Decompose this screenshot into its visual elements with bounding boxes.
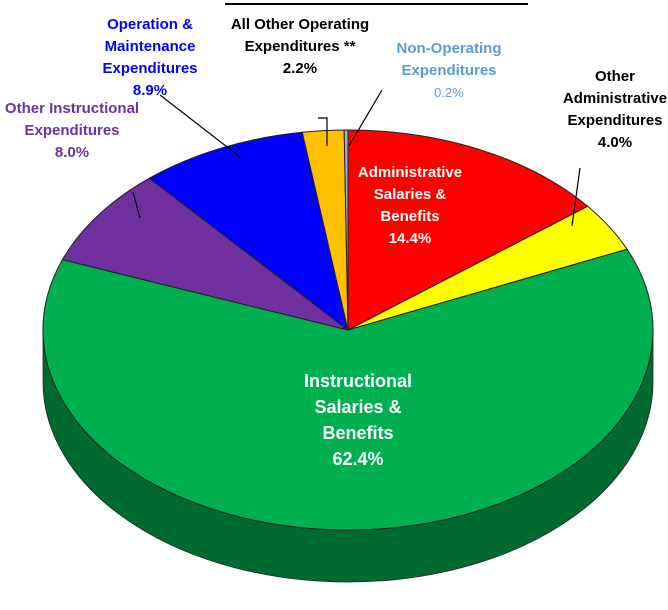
value-label: 0.2% — [434, 85, 464, 100]
leader-line — [571, 167, 581, 227]
category-label: Administrative Salaries & Benefits — [357, 164, 463, 225]
value-label: 14.4% — [388, 230, 432, 247]
slice-label: Administrative Salaries & Benefits 14.4% — [345, 162, 475, 250]
leader-line — [159, 94, 241, 158]
pie-slice — [347, 129, 589, 331]
slice-label: Operation & Maintenance Expenditures 8.9% — [70, 14, 230, 102]
leader-line — [132, 191, 141, 219]
slice-label: Other Administrative Expenditures 4.0% — [555, 66, 668, 154]
pie-slice — [61, 177, 349, 331]
leader-lines — [132, 89, 581, 227]
slice-label: Non-Operating Expenditures 0.2% — [379, 38, 519, 104]
category-label: Other Administrative Expenditures — [562, 68, 668, 129]
slice-label: Other Instructional Expenditures 8.0% — [0, 98, 152, 164]
pie-slice — [42, 248, 654, 531]
category-label: Operation & Maintenance Expenditures — [102, 16, 198, 77]
slice-label: All Other Operating Expenditures ** 2.2% — [230, 14, 370, 80]
category-label: Other Instructional Expenditures — [4, 100, 140, 139]
leader-line — [348, 89, 383, 147]
category-label: Non-Operating Expenditures — [396, 40, 502, 79]
value-label: 2.2% — [282, 60, 318, 77]
slice-label: Instructional Salaries & Benefits 62.4% — [278, 368, 438, 472]
value-label: 4.0% — [597, 134, 633, 151]
pie-tops — [42, 129, 654, 531]
leader-line — [318, 117, 328, 146]
category-label: All Other Operating Expenditures ** — [230, 16, 370, 55]
value-label: 8.0% — [54, 144, 90, 161]
pie-slice — [148, 131, 349, 332]
value-label: 62.4% — [332, 449, 384, 469]
pie-slice — [343, 129, 349, 331]
category-label: Instructional Salaries & Benefits — [303, 371, 412, 443]
value-label: 8.9% — [132, 82, 168, 99]
